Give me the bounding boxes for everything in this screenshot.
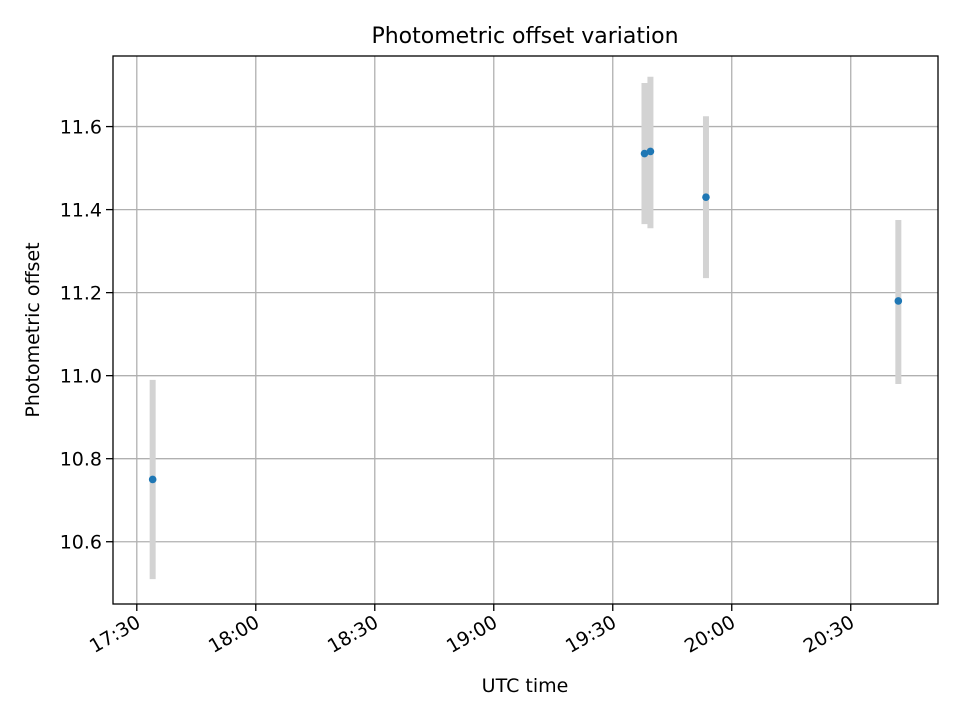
- x-tick-label: 19:30: [562, 611, 620, 657]
- data-point: [640, 149, 649, 158]
- y-tick-label: 11.4: [60, 200, 102, 222]
- y-tick-label: 10.6: [60, 532, 102, 554]
- y-tick-label: 11.0: [60, 366, 102, 388]
- y-axis-label: Photometric offset: [22, 242, 44, 417]
- y-tick-label: 11.2: [60, 283, 102, 305]
- data-point: [894, 297, 903, 305]
- x-tick-label: 20:00: [681, 611, 739, 657]
- x-tick-label: 18:30: [324, 611, 382, 657]
- y-tick-label: 10.8: [60, 449, 102, 471]
- x-tick-label: 19:00: [443, 611, 501, 657]
- x-tick-label: 20:30: [800, 611, 858, 657]
- grid: [113, 56, 938, 604]
- y-tick-label: 11.6: [60, 117, 102, 139]
- data-point: [646, 147, 655, 156]
- plot-frame: [112, 55, 939, 605]
- x-tick-label: 18:00: [205, 611, 263, 657]
- chart-title: Photometric offset variation: [371, 24, 678, 49]
- x-axis: 17:30 18:00 18:30 19:00 19:30 20:00 20:30: [86, 604, 858, 658]
- y-axis: 10.6 10.8 11.0 11.2 11.4 11.6: [60, 117, 113, 554]
- error-bars: [149, 76, 902, 580]
- data-point: [702, 193, 710, 201]
- data-point: [148, 475, 157, 484]
- data-points: [148, 147, 903, 484]
- x-axis-label: UTC time: [482, 675, 569, 697]
- x-tick-label: 17:30: [86, 611, 144, 657]
